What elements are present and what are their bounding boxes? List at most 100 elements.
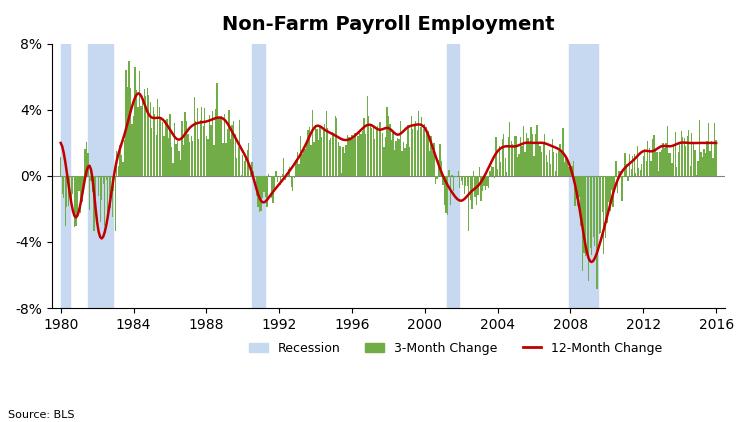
Bar — [235, 134, 236, 176]
Bar — [505, 158, 506, 176]
Bar — [503, 134, 504, 176]
Bar — [98, 176, 99, 196]
Bar — [303, 149, 304, 176]
Bar — [333, 133, 334, 176]
Bar — [653, 135, 655, 176]
Bar — [92, 176, 93, 192]
Bar — [69, 176, 70, 195]
Bar — [614, 176, 615, 188]
Text: Source: BLS: Source: BLS — [8, 410, 74, 420]
Bar — [351, 135, 352, 176]
Bar — [70, 176, 72, 208]
Bar — [326, 111, 327, 176]
Bar — [395, 141, 397, 176]
Bar — [213, 145, 214, 176]
Bar — [64, 176, 66, 226]
Bar — [539, 146, 541, 176]
Bar — [447, 176, 448, 215]
Bar — [480, 176, 482, 201]
Bar — [465, 176, 466, 187]
Bar — [272, 176, 274, 203]
Bar — [286, 173, 287, 176]
Title: Non-Farm Payroll Employment: Non-Farm Payroll Employment — [222, 15, 555, 34]
Bar — [221, 116, 222, 176]
Bar — [394, 150, 395, 176]
Bar — [139, 71, 140, 176]
Bar — [477, 176, 478, 195]
Bar — [456, 176, 458, 177]
Bar — [494, 176, 495, 178]
Bar — [288, 169, 289, 176]
Bar — [610, 176, 612, 190]
Bar — [466, 176, 468, 187]
Bar — [380, 122, 382, 176]
Bar — [588, 176, 590, 281]
Bar — [450, 176, 452, 205]
Bar — [101, 176, 102, 200]
Bar — [459, 176, 460, 188]
Bar — [359, 133, 360, 176]
Bar — [328, 141, 330, 176]
Bar — [136, 90, 137, 176]
Bar — [223, 143, 224, 176]
Bar — [556, 153, 557, 176]
Bar — [442, 176, 444, 185]
Bar — [316, 130, 318, 176]
Bar — [104, 176, 105, 227]
Bar — [263, 176, 265, 192]
Bar — [693, 144, 694, 176]
Bar — [518, 154, 520, 176]
Bar — [198, 140, 200, 176]
Bar — [274, 176, 275, 188]
Bar — [542, 143, 544, 176]
Bar — [552, 139, 553, 176]
Bar — [219, 117, 220, 176]
Bar — [521, 146, 523, 176]
Bar — [260, 176, 262, 211]
Bar — [324, 124, 326, 176]
Bar — [608, 176, 609, 202]
Bar — [88, 44, 113, 308]
Bar — [511, 141, 512, 176]
Bar — [643, 156, 644, 176]
Bar — [438, 160, 440, 176]
Bar — [526, 133, 527, 176]
Bar — [548, 150, 550, 176]
Bar — [397, 138, 398, 176]
Bar — [530, 127, 532, 176]
Bar — [128, 61, 130, 176]
Bar — [202, 127, 204, 176]
Bar — [714, 123, 716, 176]
Bar — [368, 116, 369, 176]
Bar — [547, 162, 548, 176]
Bar — [652, 139, 653, 176]
Bar — [385, 137, 386, 176]
Bar — [78, 176, 80, 191]
Bar — [63, 176, 64, 197]
Bar — [168, 138, 169, 176]
Bar — [266, 176, 268, 207]
Bar — [407, 125, 409, 176]
Bar — [649, 148, 650, 176]
Bar — [112, 176, 113, 217]
Bar — [708, 123, 710, 176]
Bar — [253, 171, 254, 176]
Bar — [171, 147, 172, 176]
Bar — [68, 176, 69, 206]
Bar — [365, 134, 366, 176]
Bar — [72, 176, 74, 194]
Bar — [137, 107, 139, 176]
Bar — [650, 160, 652, 176]
Bar — [81, 176, 82, 202]
Bar — [609, 176, 610, 211]
Bar — [156, 135, 157, 176]
Bar — [673, 146, 674, 176]
Bar — [252, 44, 265, 308]
Bar — [413, 124, 415, 176]
Bar — [690, 165, 691, 176]
Bar — [74, 176, 75, 227]
Bar — [251, 162, 253, 176]
Bar — [667, 126, 668, 176]
Bar — [348, 137, 350, 176]
Bar — [242, 155, 244, 176]
